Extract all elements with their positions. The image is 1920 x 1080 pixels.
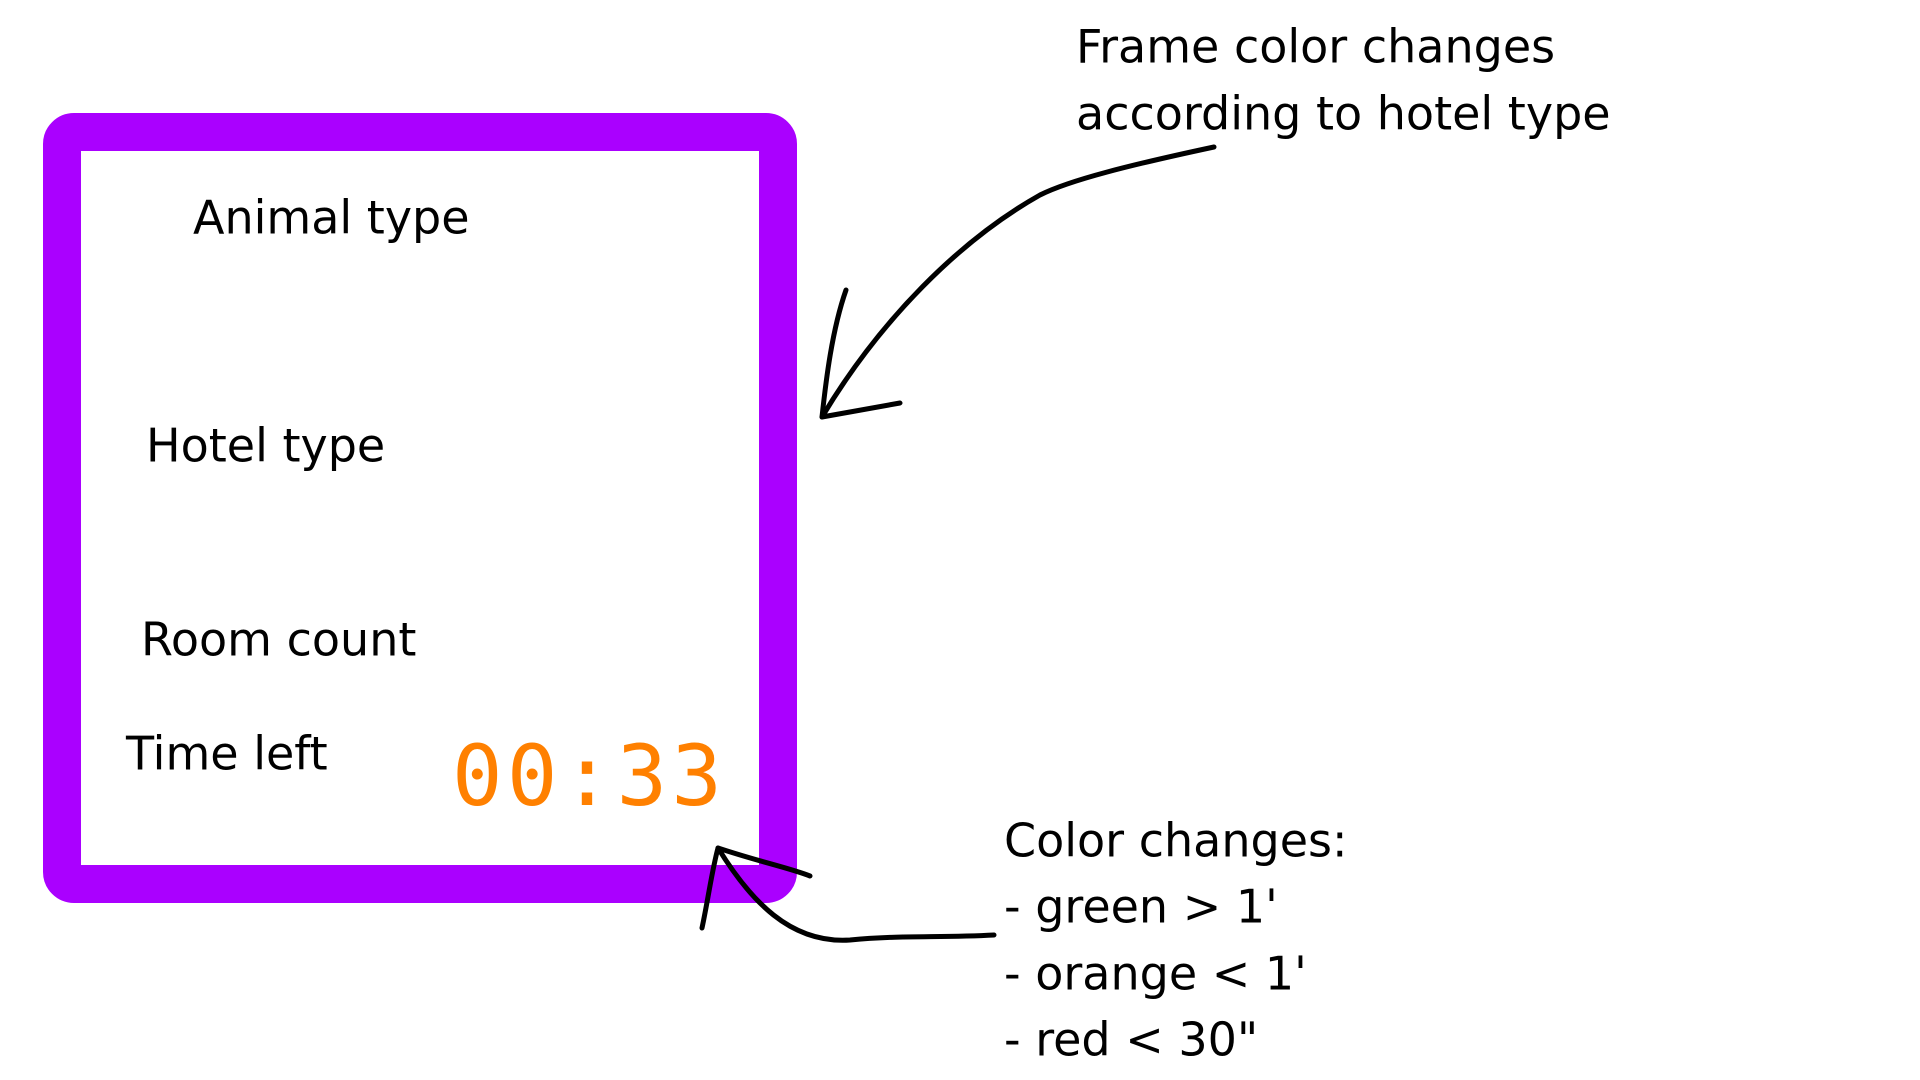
timer: 00:33 xyxy=(452,727,722,825)
card-label: Time left xyxy=(125,727,328,781)
annotation: - green > 1' xyxy=(1004,880,1278,934)
card-frame xyxy=(43,113,797,903)
annotation: Color changes: xyxy=(1004,814,1347,868)
arrow-head xyxy=(699,845,813,931)
arrow xyxy=(715,845,997,943)
card-label: Hotel type xyxy=(146,419,385,473)
annotation: Frame color changes xyxy=(1076,20,1555,74)
arrow-head xyxy=(819,287,903,420)
annotation: according to hotel type xyxy=(1076,87,1611,141)
arrow xyxy=(819,144,1217,420)
card-label: Room count xyxy=(141,613,416,667)
annotation: - red < 30" xyxy=(1004,1013,1258,1067)
card-label: Animal type xyxy=(193,191,470,245)
annotation: - orange < 1' xyxy=(1004,947,1307,1001)
